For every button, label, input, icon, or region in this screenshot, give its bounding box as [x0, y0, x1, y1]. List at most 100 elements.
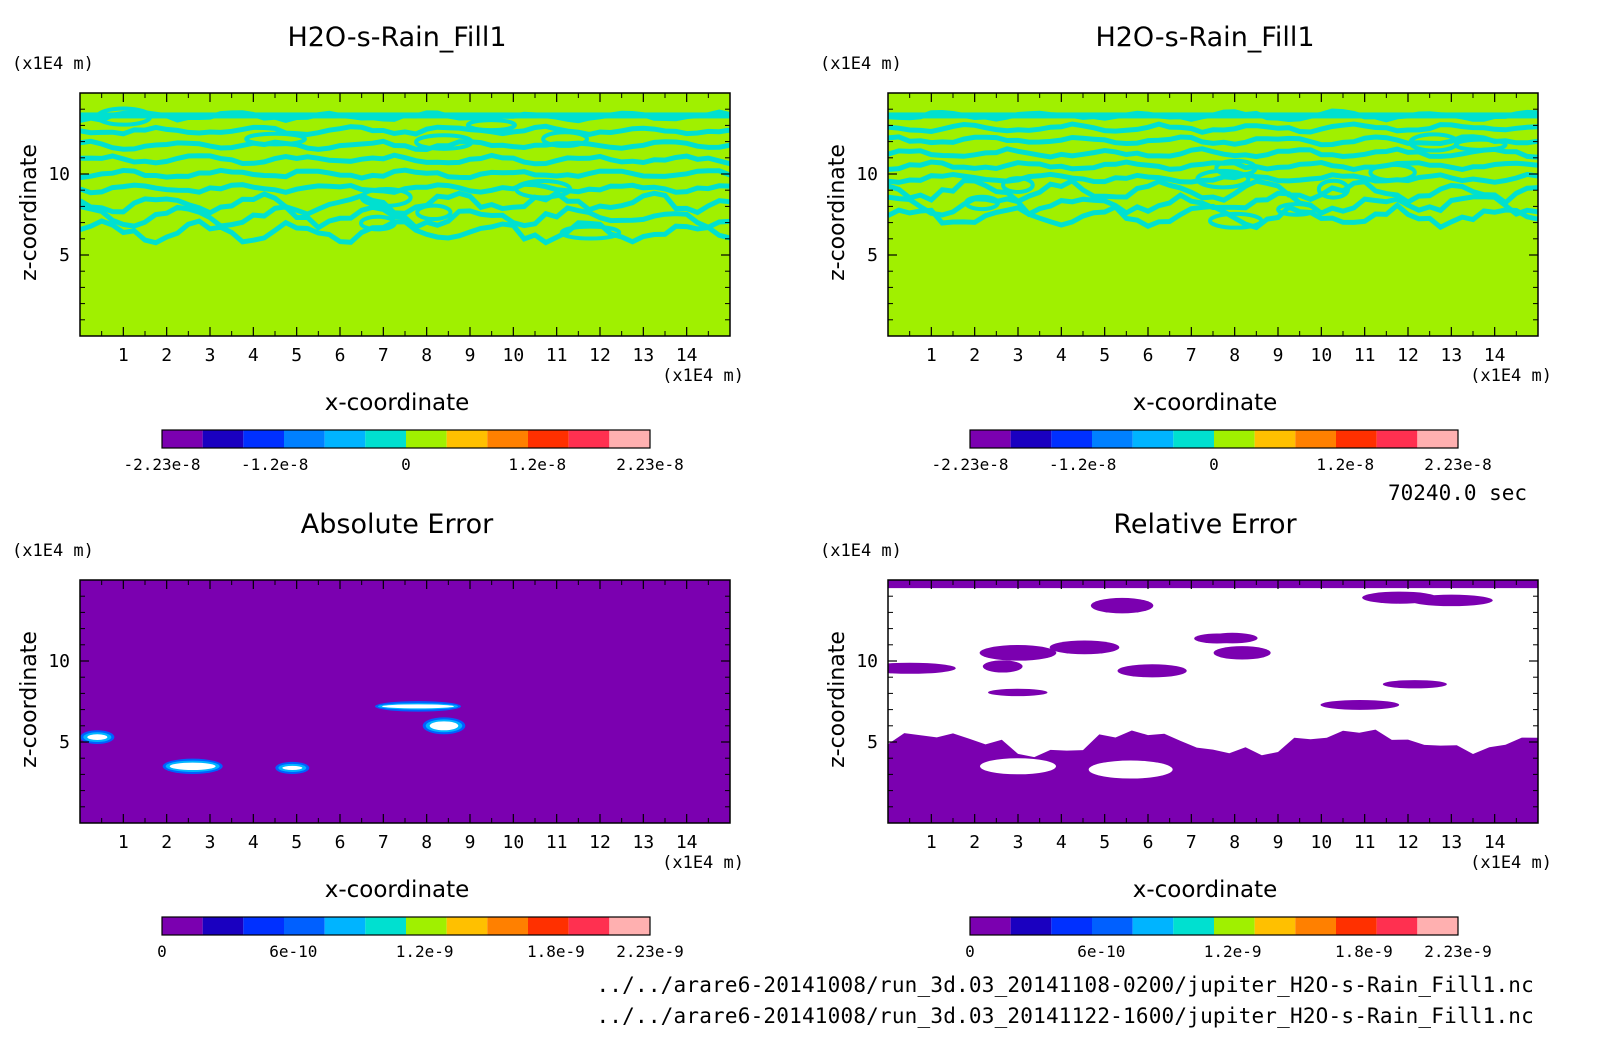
colorbar-swatch	[528, 917, 569, 935]
relative-error-patch	[980, 758, 1056, 775]
file-path-1: ../../arare6-20141008/run_3d.03_20141108…	[596, 973, 1534, 997]
colorbar-swatch	[970, 430, 1011, 448]
colorbar: 0 6e-10 1.2e-9 1.8e-9 2.23e-9	[965, 916, 1492, 961]
y-tick-label: 5	[59, 245, 70, 266]
colorbar-tick-label: 1.2e-9	[396, 942, 454, 961]
colorbar-swatch	[970, 917, 1011, 935]
colorbar-swatch	[1376, 430, 1418, 448]
colorbar-swatch	[284, 917, 325, 935]
x-tick-label: 12	[589, 345, 611, 366]
colorbar-swatch	[528, 430, 569, 448]
contour-loop	[514, 179, 573, 200]
x-tick-label: 4	[248, 345, 259, 366]
contour-loop	[1276, 202, 1317, 217]
x-tick-label: 10	[1310, 345, 1332, 366]
x-tick-label: 14	[1484, 832, 1506, 853]
colorbar: 0 6e-10 1.2e-9 1.8e-9 2.23e-9	[157, 916, 684, 961]
x-tick-label: 5	[291, 832, 302, 853]
x-unit-label: (x1E4 m)	[1470, 366, 1552, 386]
x-unit-label: (x1E4 m)	[662, 853, 744, 873]
colorbar-swatch	[487, 430, 528, 448]
y-tick-label: 10	[856, 164, 878, 185]
x-axis-label: x-coordinate	[325, 877, 470, 903]
contour-loop	[465, 118, 517, 133]
colorbar-frame	[161, 429, 651, 449]
x-tick-label: 4	[248, 832, 259, 853]
x-tick-label: 13	[1440, 345, 1462, 366]
colorbar-swatch	[1417, 430, 1458, 448]
x-tick-label: 9	[1273, 345, 1284, 366]
x-tick-label: 13	[632, 345, 654, 366]
x-tick-label: 6	[1143, 832, 1154, 853]
x-tick-label: 4	[1056, 345, 1067, 366]
colorbar-swatch	[609, 430, 650, 448]
colorbar-tick-label: 0	[965, 942, 975, 961]
colorbar-swatch	[1254, 430, 1296, 448]
y-tick-label: 5	[59, 732, 70, 753]
x-tick-label: 3	[205, 345, 216, 366]
x-axis-label: x-coordinate	[1133, 877, 1278, 903]
contour-loop	[1316, 178, 1351, 200]
colorbar-swatch	[1254, 917, 1296, 935]
relative-error-patch	[1049, 640, 1120, 655]
x-tick-label: 13	[632, 832, 654, 853]
x-tick-label: 11	[546, 345, 568, 366]
colorbar-swatch	[406, 430, 447, 448]
x-tick-label: 13	[1440, 832, 1462, 853]
x-tick-label: 8	[1229, 345, 1240, 366]
relative-error-patch	[1382, 680, 1447, 689]
contour-band	[888, 146, 1538, 160]
colorbar-frame	[969, 916, 1459, 936]
x-tick-label: 11	[1354, 832, 1376, 853]
contour-loop	[415, 203, 453, 221]
colorbar-swatch	[1376, 917, 1418, 935]
relative-error-patch	[979, 645, 1057, 661]
contour-loop	[559, 224, 622, 241]
x-axis-label: x-coordinate	[1133, 390, 1278, 416]
colorbar-swatch	[324, 430, 366, 448]
relative-error-patch	[888, 662, 956, 674]
contour-loop	[1368, 162, 1417, 183]
contour-loop	[1214, 158, 1258, 178]
colorbar-swatch	[1214, 430, 1255, 448]
x-tick-label: 2	[969, 832, 980, 853]
relative-error-patch	[1213, 646, 1271, 660]
contour-band	[80, 167, 730, 181]
colorbar-swatch	[446, 917, 488, 935]
colorbar-swatch	[568, 917, 610, 935]
x-tick-label: 8	[1229, 832, 1240, 853]
error-blob	[382, 704, 454, 709]
x-tick-label: 5	[1099, 345, 1110, 366]
y-axis-label: z-coordinate	[825, 631, 850, 768]
colorbar-frame	[161, 916, 651, 936]
colorbar-swatch	[1092, 430, 1133, 448]
x-tick-label: 5	[1099, 832, 1110, 853]
x-tick-label: 6	[335, 345, 346, 366]
x-tick-label: 10	[1310, 832, 1332, 853]
contour-band	[80, 218, 730, 246]
chart-panel-4: Relative Error(x1E4 m)1 2 3 4 5 6 7 8 9 10 11 12 13 1…	[820, 509, 1552, 961]
colorbar-tick-label: 1.2e-8	[508, 455, 566, 474]
x-tick-label: 14	[676, 832, 698, 853]
contour-band	[80, 152, 730, 167]
y-axis-label: z-coordinate	[17, 144, 42, 281]
contour-loop	[414, 133, 474, 151]
y-tick-label: 5	[867, 732, 878, 753]
error-blob	[169, 762, 216, 770]
x-tick-label: 2	[969, 345, 980, 366]
colorbar: -2.23e-8 -1.2e-8 0 1.2e-8 2.23e-8	[123, 429, 684, 474]
colorbar-swatch	[1214, 917, 1255, 935]
x-tick-label: 14	[1484, 345, 1506, 366]
colorbar-swatch	[609, 917, 650, 935]
colorbar-tick-label: 1.2e-8	[1316, 455, 1374, 474]
colorbar: -2.23e-8 -1.2e-8 0 1.2e-8 2.23e-8	[931, 429, 1492, 474]
colorbar-tick-label: 0	[157, 942, 167, 961]
plot-area	[888, 93, 1538, 336]
plot-area	[888, 580, 1538, 823]
time-label: 70240.0 sec	[1388, 481, 1528, 505]
colorbar-swatch	[1336, 917, 1377, 935]
colorbar-swatch	[1173, 430, 1214, 448]
colorbar-swatch	[487, 917, 528, 935]
chart-panel-3: Absolute Error(x1E4 m)1 2 3 4 5 6 7 8 9 10 11 12 13 1…	[12, 509, 744, 961]
